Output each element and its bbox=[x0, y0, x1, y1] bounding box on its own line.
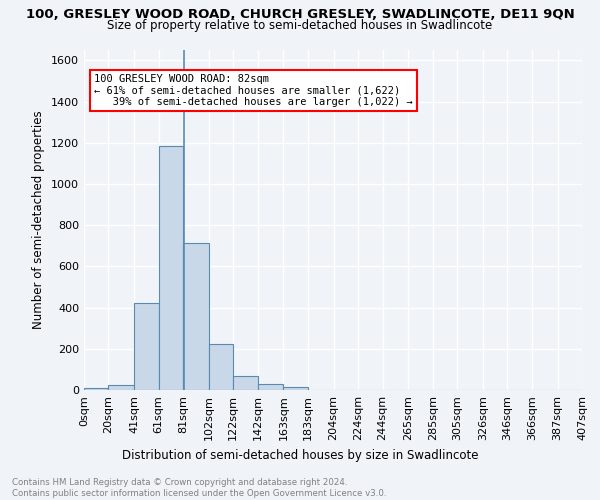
Bar bbox=[183, 242, 209, 390]
Bar bbox=[258, 384, 283, 390]
Y-axis label: Number of semi-detached properties: Number of semi-detached properties bbox=[32, 110, 46, 330]
Text: Contains HM Land Registry data © Crown copyright and database right 2024.
Contai: Contains HM Land Registry data © Crown c… bbox=[12, 478, 386, 498]
Text: Size of property relative to semi-detached houses in Swadlincote: Size of property relative to semi-detach… bbox=[107, 18, 493, 32]
Bar bbox=[84, 388, 109, 390]
Bar bbox=[134, 304, 158, 390]
Bar bbox=[158, 146, 183, 390]
Bar bbox=[109, 385, 134, 390]
Text: 100 GRESLEY WOOD ROAD: 82sqm
← 61% of semi-detached houses are smaller (1,622)
 : 100 GRESLEY WOOD ROAD: 82sqm ← 61% of se… bbox=[94, 74, 413, 107]
Bar bbox=[209, 344, 233, 390]
Bar bbox=[233, 376, 258, 390]
Bar bbox=[283, 387, 308, 390]
Text: 100, GRESLEY WOOD ROAD, CHURCH GRESLEY, SWADLINCOTE, DE11 9QN: 100, GRESLEY WOOD ROAD, CHURCH GRESLEY, … bbox=[26, 8, 574, 20]
Text: Distribution of semi-detached houses by size in Swadlincote: Distribution of semi-detached houses by … bbox=[122, 450, 478, 462]
